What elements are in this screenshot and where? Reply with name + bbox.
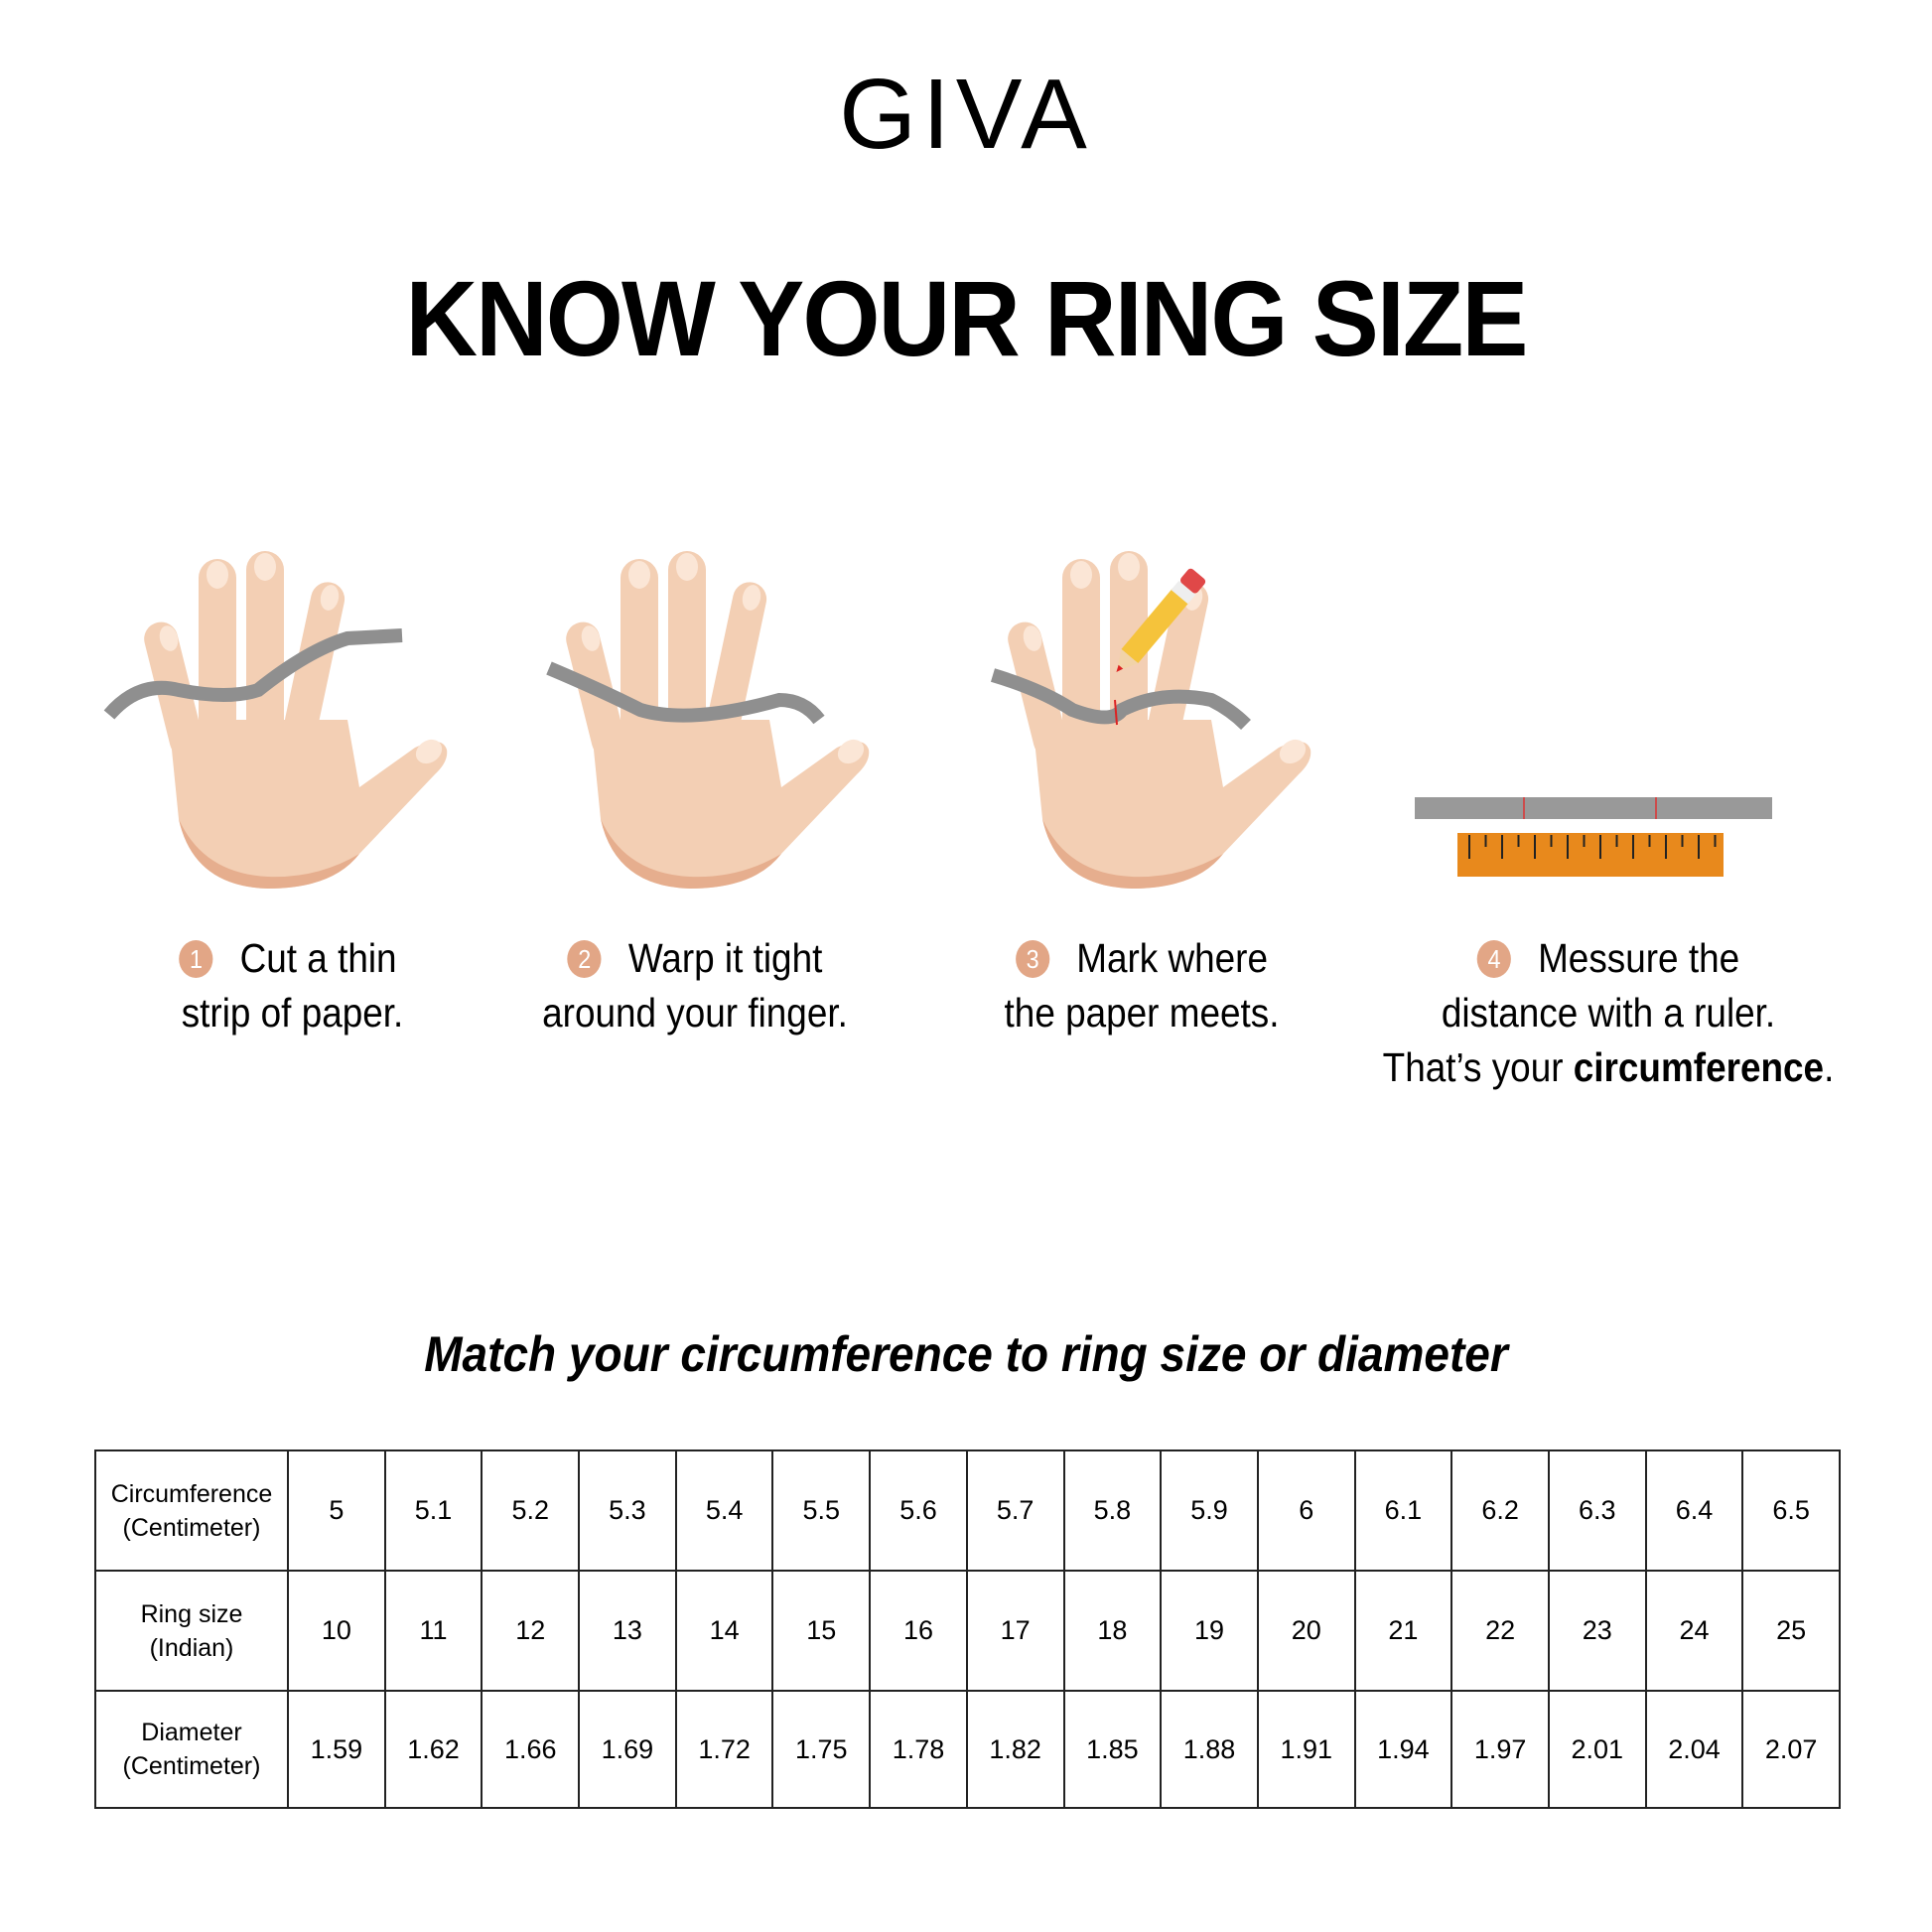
step-text: That’s your circumference. xyxy=(1358,1040,1859,1095)
table-cell: 13 xyxy=(578,1570,677,1692)
step-number-badge: 2 xyxy=(567,940,602,978)
table-cell: 23 xyxy=(1547,1570,1647,1692)
step-text-suffix: . xyxy=(1824,1044,1835,1090)
table-cell: 17 xyxy=(965,1570,1065,1692)
step-number-badge: 1 xyxy=(179,940,213,978)
row-header-label: Diameter xyxy=(141,1719,242,1746)
table-cell: 6 xyxy=(1256,1449,1356,1572)
ring-size-table: Circumference (Centimeter) 5 5.1 5.2 5.3 5.4 5.… xyxy=(94,1449,1841,1809)
step-text: the paper meets. xyxy=(1004,990,1280,1035)
table-cell: 5.8 xyxy=(1062,1449,1163,1572)
hand-illustration-step-2 xyxy=(546,551,870,889)
hand-icon xyxy=(566,551,870,889)
step-number-badge: 4 xyxy=(1476,940,1512,978)
hand-illustration-step-3 xyxy=(990,551,1311,889)
table-cell: 1.85 xyxy=(1062,1690,1163,1809)
table-cell: 24 xyxy=(1644,1570,1744,1692)
step-number-badge: 3 xyxy=(1016,940,1050,978)
table-cell: 2.04 xyxy=(1644,1690,1744,1809)
table-cell: 6.3 xyxy=(1547,1449,1647,1572)
table-cell: 1.97 xyxy=(1450,1690,1550,1809)
step-text: Cut a thin xyxy=(239,935,397,981)
step-text: Warp it tight xyxy=(627,935,823,981)
step-text-prefix: That’s your xyxy=(1382,1044,1574,1090)
step-text: around your finger. xyxy=(542,990,848,1035)
table-cell: 5.1 xyxy=(383,1449,483,1572)
table-cell: 10 xyxy=(287,1570,386,1692)
table-cell: 1.91 xyxy=(1256,1690,1356,1809)
pencil-icon xyxy=(1116,568,1206,673)
giva-logo: GIVA xyxy=(839,59,1093,170)
row-header-label: Ring size xyxy=(140,1599,243,1628)
hand-icon xyxy=(144,551,448,889)
row-header: Circumference (Centimeter) xyxy=(94,1449,289,1572)
table-cell: 1.94 xyxy=(1353,1690,1453,1809)
step-3-caption: 3 Mark where the paper meets. xyxy=(963,931,1320,1040)
table-cell: 5.3 xyxy=(578,1449,677,1572)
table-row: Circumference (Centimeter) 5 5.1 5.2 5.3 5.4 5.… xyxy=(94,1449,1841,1572)
step-4-caption: 4 Messure the distance with a ruler. That… xyxy=(1358,931,1859,1095)
table-cell: 1.78 xyxy=(869,1690,968,1809)
table-row: Ring size (Indian) 10 11 12 13 14 15 16 17 18 19 20 2… xyxy=(94,1570,1841,1692)
table-cell: 1.59 xyxy=(287,1690,386,1809)
paper-strip-icon xyxy=(990,668,1251,731)
table-cell: 2.07 xyxy=(1741,1690,1841,1809)
page-title: KNOW YOUR RING SIZE xyxy=(405,258,1528,378)
table-heading: Match your circumference to ring size or… xyxy=(424,1326,1508,1382)
step-2-caption: 2 Warp it tight around your finger. xyxy=(507,931,883,1040)
step-text: Mark where xyxy=(1076,935,1268,981)
table-cell: 6.4 xyxy=(1644,1449,1744,1572)
table-cell: 21 xyxy=(1353,1570,1453,1692)
paper-strip-icon xyxy=(103,628,403,720)
table-cell: 19 xyxy=(1160,1570,1259,1692)
table-cell: 5.5 xyxy=(771,1449,872,1572)
table-cell: 22 xyxy=(1450,1570,1550,1692)
row-header-label: Circumference xyxy=(110,1479,273,1508)
table-cell: 5 xyxy=(287,1449,386,1572)
table-cell: 25 xyxy=(1741,1570,1841,1692)
table-cell: 1.66 xyxy=(481,1690,581,1809)
row-header-unit: (Indian) xyxy=(149,1633,234,1662)
table-cell: 1.82 xyxy=(965,1690,1065,1809)
table-cell: 6.2 xyxy=(1450,1449,1550,1572)
row-header-unit: (Centimeter) xyxy=(122,1513,261,1542)
table-cell: 1.75 xyxy=(771,1690,872,1809)
table-cell: 1.72 xyxy=(674,1690,774,1809)
table-cell: 1.62 xyxy=(383,1690,483,1809)
table-cell: 1.88 xyxy=(1160,1690,1259,1809)
table-cell: 20 xyxy=(1256,1570,1356,1692)
table-cell: 5.7 xyxy=(965,1449,1065,1572)
paper-strip-icon xyxy=(546,661,825,725)
table-cell: 2.01 xyxy=(1547,1690,1647,1809)
step-1-caption: 1 Cut a thin strip of paper. xyxy=(127,931,449,1040)
table-cell: 6.1 xyxy=(1353,1449,1453,1572)
table-cell: 5.2 xyxy=(481,1449,581,1572)
step-text: Messure the xyxy=(1538,935,1740,981)
row-header: Diameter (Centimeter) xyxy=(94,1690,289,1809)
step-text: strip of paper. xyxy=(181,990,404,1035)
table-cell: 15 xyxy=(771,1570,872,1692)
table-cell: 6.5 xyxy=(1741,1449,1841,1572)
table-cell: 11 xyxy=(383,1570,483,1692)
table-cell: 5.6 xyxy=(869,1449,968,1572)
table-cell: 5.4 xyxy=(674,1449,774,1572)
hand-icon xyxy=(1008,551,1311,889)
row-header: Ring size (Indian) xyxy=(94,1570,289,1692)
table-cell: 18 xyxy=(1062,1570,1163,1692)
table-cell: 14 xyxy=(674,1570,774,1692)
table-cell: 1.69 xyxy=(578,1690,677,1809)
table-cell: 12 xyxy=(481,1570,581,1692)
paper-strip-icon xyxy=(1415,797,1772,819)
circumference-emphasis: circumference xyxy=(1573,1044,1825,1090)
table-cell: 5.9 xyxy=(1160,1449,1259,1572)
ruler-illustration xyxy=(1415,797,1772,877)
step-text: distance with a ruler. xyxy=(1441,990,1776,1035)
hand-illustration-step-1 xyxy=(103,551,448,889)
table-row: Diameter (Centimeter) 1.59 1.62 1.66 1.69 1.72… xyxy=(94,1690,1841,1809)
ruler-icon xyxy=(1457,833,1724,877)
row-header-unit: (Centimeter) xyxy=(122,1752,261,1780)
table-cell: 16 xyxy=(869,1570,968,1692)
